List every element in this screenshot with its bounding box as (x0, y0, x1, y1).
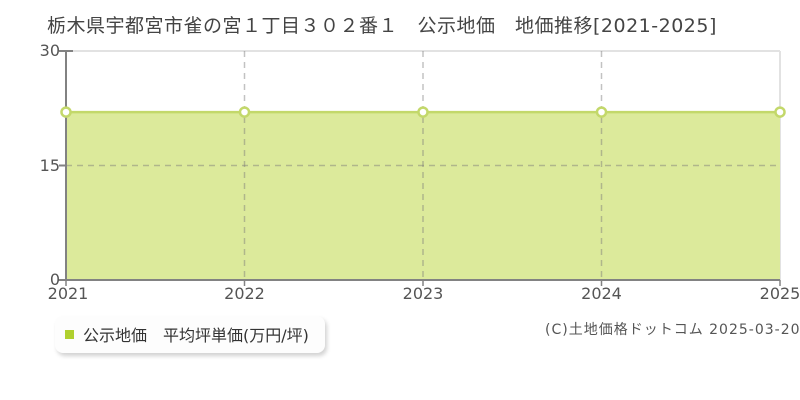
x-tick-label: 2023 (402, 284, 444, 303)
x-tick-label: 2025 (759, 284, 800, 303)
legend: 公示地価 平均坪単価(万円/坪) (55, 316, 325, 353)
y-tick-label: 0 (49, 270, 60, 289)
legend-label: 公示地価 平均坪単価(万円/坪) (83, 326, 309, 345)
x-tick-label: 2022 (224, 284, 265, 303)
copyright-text: (C)土地価格ドットコム 2025-03-20 (545, 322, 800, 338)
square-swatch-icon (65, 329, 74, 339)
x-tick-label: 2021 (47, 284, 89, 303)
y-tick-label: 30 (39, 41, 60, 60)
price-trend-plot (58, 50, 786, 286)
y-tick-label: 15 (39, 155, 60, 175)
chart-title: 栃木県宇都宮市雀の宮１丁目３０２番１ 公示地価 地価推移[2021-2025] (47, 15, 717, 37)
x-tick-label: 2024 (581, 284, 622, 303)
